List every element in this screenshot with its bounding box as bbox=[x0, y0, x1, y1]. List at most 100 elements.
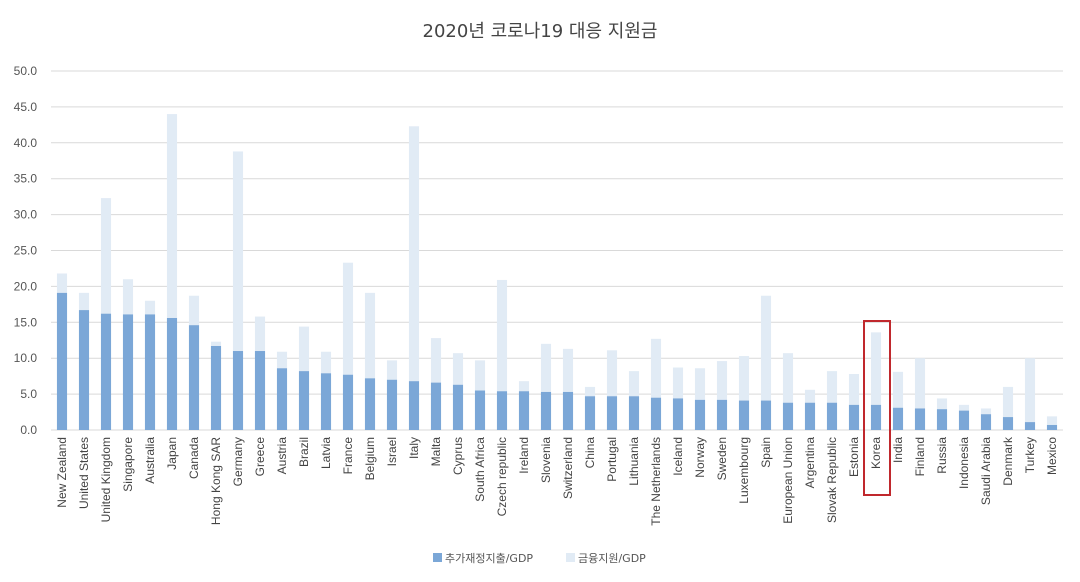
bar-financial-support bbox=[584, 386, 596, 397]
bar-financial-support bbox=[232, 151, 244, 352]
bar-fiscal-spending bbox=[1046, 424, 1058, 430]
bar-financial-support bbox=[1002, 386, 1014, 418]
bar-financial-support bbox=[452, 353, 464, 385]
x-tick-label: Saudi Arabia bbox=[979, 437, 993, 505]
bar-financial-support bbox=[694, 368, 706, 400]
x-tick-label: United States bbox=[77, 437, 91, 509]
x-tick-label: France bbox=[341, 437, 355, 475]
bar-financial-support bbox=[188, 295, 200, 326]
x-tick-label: Turkey bbox=[1023, 437, 1037, 473]
y-tick-label: 20.0 bbox=[14, 279, 38, 293]
bar-financial-support bbox=[738, 356, 750, 401]
x-tick-label: Germany bbox=[231, 437, 245, 486]
bar-financial-support bbox=[914, 358, 926, 409]
bar-fiscal-spending bbox=[672, 398, 684, 430]
x-tick-label: Ireland bbox=[517, 437, 531, 474]
bar-financial-support bbox=[78, 292, 90, 311]
bar-fiscal-spending bbox=[650, 397, 662, 430]
legend-label-fiscal: 추가재정지출/GDP bbox=[445, 552, 533, 565]
x-tick-label: Slovenia bbox=[539, 437, 553, 483]
bar-fiscal-spending bbox=[100, 313, 112, 430]
x-tick-label: Australia bbox=[143, 437, 157, 484]
x-tick-label: Korea bbox=[869, 437, 883, 469]
bar-fiscal-spending bbox=[606, 396, 618, 430]
bar-fiscal-spending bbox=[628, 396, 640, 430]
x-tick-label: Lithuania bbox=[627, 437, 641, 486]
x-tick-label: South Africa bbox=[473, 437, 487, 502]
bar-fiscal-spending bbox=[804, 402, 816, 430]
bar-fiscal-spending bbox=[188, 325, 200, 430]
bar-fiscal-spending bbox=[870, 404, 882, 430]
bar-financial-support bbox=[430, 338, 442, 383]
bar-financial-support bbox=[320, 351, 332, 374]
bar-fiscal-spending bbox=[892, 407, 904, 430]
bar-financial-support bbox=[56, 273, 68, 293]
x-tick-label: Luxembourg bbox=[737, 437, 751, 504]
bar-financial-support bbox=[606, 350, 618, 397]
y-tick-label: 30.0 bbox=[14, 208, 38, 222]
bar-financial-support bbox=[254, 316, 266, 352]
legend: 추가재정지출/GDP 금융지원/GDP bbox=[433, 552, 646, 565]
x-tick-label: European Union bbox=[781, 437, 795, 524]
bar-fiscal-spending bbox=[562, 391, 574, 430]
bar-financial-support bbox=[276, 351, 288, 369]
bar-fiscal-spending bbox=[232, 351, 244, 430]
x-tick-label: Argentina bbox=[803, 437, 817, 489]
x-tick-label: Brazil bbox=[297, 437, 311, 467]
bar-fiscal-spending bbox=[78, 310, 90, 430]
bar-financial-support bbox=[122, 279, 134, 315]
bar-financial-support bbox=[716, 361, 728, 400]
bar-fiscal-spending bbox=[474, 390, 486, 430]
bar-fiscal-spending bbox=[496, 391, 508, 430]
x-tick-label: Finland bbox=[913, 437, 927, 476]
bar-financial-support bbox=[518, 381, 530, 392]
bar-fiscal-spending bbox=[540, 391, 552, 430]
bar-fiscal-spending bbox=[166, 317, 178, 430]
x-tick-label: Spain bbox=[759, 437, 773, 468]
bar-financial-support bbox=[628, 371, 640, 397]
bar-fiscal-spending bbox=[694, 399, 706, 430]
bar-fiscal-spending bbox=[584, 396, 596, 430]
bar-financial-support bbox=[100, 198, 112, 314]
bar-financial-support bbox=[210, 341, 222, 346]
bar-fiscal-spending bbox=[848, 404, 860, 430]
x-tick-label: Norway bbox=[693, 437, 707, 478]
bar-fiscal-spending bbox=[254, 351, 266, 430]
x-tick-label: Estonia bbox=[847, 437, 861, 477]
x-tick-label: Iceland bbox=[671, 437, 685, 476]
bar-fiscal-spending bbox=[760, 400, 772, 430]
bar-fiscal-spending bbox=[452, 384, 464, 430]
bar-fiscal-spending bbox=[342, 374, 354, 430]
legend-swatch-fiscal bbox=[433, 553, 442, 562]
bar-fiscal-spending bbox=[386, 379, 398, 430]
bar-fiscal-spending bbox=[914, 408, 926, 430]
bar-financial-support bbox=[364, 292, 376, 379]
bar-financial-support bbox=[386, 360, 398, 380]
bar-financial-support bbox=[980, 408, 992, 415]
x-tick-label: Japan bbox=[165, 437, 179, 470]
bar-fiscal-spending bbox=[210, 345, 222, 430]
x-tick-label: Mexico bbox=[1045, 437, 1059, 475]
x-tick-label: Austria bbox=[275, 437, 289, 475]
x-tick-label: New Zealand bbox=[55, 437, 69, 508]
bar-financial-support bbox=[496, 279, 508, 392]
bar-financial-support bbox=[760, 295, 772, 401]
bar-financial-support bbox=[1024, 358, 1036, 423]
y-tick-label: 50.0 bbox=[14, 64, 38, 78]
bar-financial-support bbox=[892, 371, 904, 408]
x-tick-label: United Kingdom bbox=[99, 437, 113, 522]
y-tick-label: 5.0 bbox=[20, 387, 37, 401]
bar-fiscal-spending bbox=[1002, 417, 1014, 430]
x-tick-label: Latvia bbox=[319, 437, 333, 469]
bar-fiscal-spending bbox=[364, 378, 376, 430]
bar-fiscal-spending bbox=[408, 381, 420, 430]
bar-financial-support bbox=[782, 353, 794, 403]
x-tick-label: Italy bbox=[407, 437, 421, 459]
x-axis: New Zealand United States United Kingdom Si… bbox=[55, 436, 1059, 526]
y-axis: 0.0 5.0 10.0 15.0 20.0 25.0 30.0 35.0 40.0 45.0 50… bbox=[14, 64, 38, 437]
bar-financial-support bbox=[144, 300, 156, 315]
bar-fiscal-spending bbox=[936, 409, 948, 430]
x-tick-label: Portugal bbox=[605, 437, 619, 482]
